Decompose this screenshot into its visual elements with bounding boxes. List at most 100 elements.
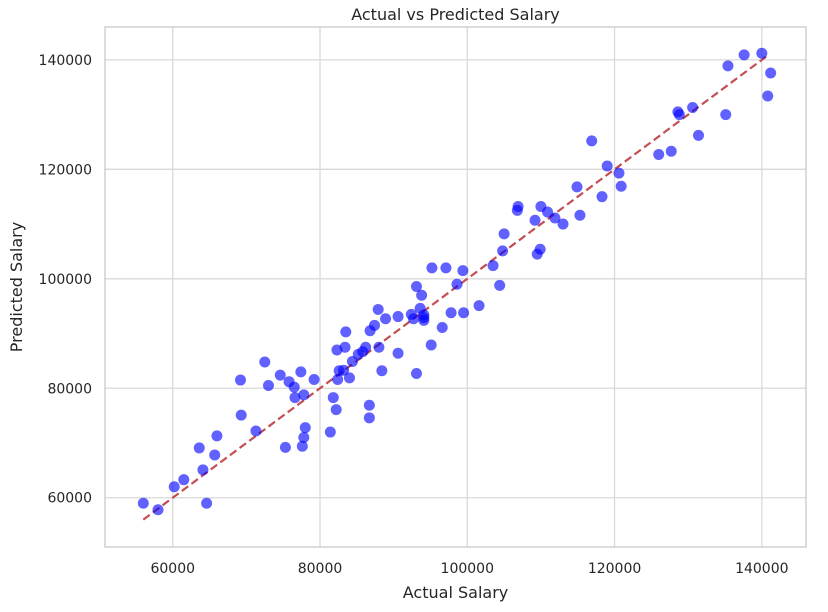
data-point (193, 442, 205, 454)
data-point (418, 312, 430, 324)
data-point (410, 367, 422, 379)
data-point (762, 90, 774, 102)
data-point (436, 322, 448, 334)
data-point (373, 341, 385, 353)
data-point (497, 245, 509, 257)
data-point (557, 218, 569, 230)
data-point (498, 228, 510, 240)
data-point (376, 365, 388, 377)
data-point (332, 374, 344, 386)
data-point (451, 278, 463, 290)
data-point (426, 262, 438, 274)
data-point (392, 347, 404, 359)
data-point (425, 339, 437, 351)
x-tick-label: 80000 (298, 561, 343, 577)
data-point (363, 399, 375, 411)
data-point (324, 426, 336, 438)
x-tick-label: 60000 (150, 561, 195, 577)
data-point (152, 504, 164, 516)
data-point (340, 326, 352, 338)
data-point (295, 366, 307, 378)
data-point (692, 129, 704, 141)
data-point (613, 167, 625, 179)
data-point (137, 497, 149, 509)
y-axis-title: Predicted Salary (7, 222, 26, 352)
data-point (410, 280, 422, 292)
data-point (298, 432, 310, 444)
data-point (209, 449, 221, 461)
data-point (338, 364, 350, 376)
data-point (457, 265, 469, 277)
data-point (440, 262, 452, 274)
data-point (211, 430, 223, 442)
data-point (765, 67, 777, 79)
data-point (392, 311, 404, 323)
y-tick-label: 60000 (47, 491, 92, 507)
data-points (137, 47, 777, 516)
data-point (234, 374, 246, 386)
data-point (574, 209, 586, 221)
data-point (408, 313, 420, 325)
data-point (201, 497, 213, 509)
data-point (738, 49, 750, 61)
data-point (445, 307, 457, 319)
data-point (289, 392, 301, 404)
data-point (178, 474, 190, 486)
x-tick-label: 100000 (441, 561, 494, 577)
x-axis-title: Actual Salary (403, 583, 508, 602)
x-tick-label: 140000 (735, 561, 788, 577)
data-point (534, 243, 546, 255)
data-point (494, 279, 506, 291)
data-point (722, 60, 734, 72)
data-point (653, 149, 665, 161)
data-point (720, 109, 732, 121)
x-tick-label: 120000 (588, 561, 641, 577)
data-point (372, 303, 384, 315)
data-point (339, 341, 351, 353)
y-tick-labels: 60000 80000 100000 120000 140000 (39, 53, 92, 507)
data-point (360, 341, 372, 353)
data-point (197, 464, 209, 476)
data-point (549, 212, 561, 224)
data-point (296, 440, 308, 452)
data-point (168, 481, 180, 493)
data-point (363, 412, 375, 424)
data-point (542, 206, 554, 218)
data-point (308, 374, 320, 386)
data-point (571, 181, 583, 193)
y-tick-label: 80000 (47, 381, 92, 397)
x-tick-labels: 60000 80000 100000 120000 140000 (150, 561, 788, 577)
data-point (512, 201, 524, 213)
data-point (259, 356, 271, 368)
data-point (458, 307, 470, 319)
chart-title: Actual vs Predicted Salary (351, 5, 560, 24)
data-point (601, 160, 613, 172)
data-point (298, 389, 310, 401)
data-point (529, 214, 541, 226)
data-point (288, 381, 300, 393)
data-point (327, 392, 339, 404)
data-point (274, 369, 286, 381)
data-point (586, 135, 598, 147)
y-tick-label: 120000 (39, 162, 92, 178)
y-tick-label: 100000 (39, 272, 92, 288)
data-point (687, 101, 699, 113)
data-point (235, 409, 247, 421)
data-point (299, 422, 311, 434)
data-point (615, 180, 627, 192)
data-point (330, 404, 342, 416)
y-tick-label: 140000 (39, 53, 92, 69)
data-point (596, 191, 608, 203)
data-point (279, 441, 291, 453)
data-point (380, 313, 392, 325)
data-point (756, 47, 768, 59)
plot-frame (104, 26, 807, 548)
grid (105, 27, 806, 547)
data-point (416, 289, 428, 301)
data-point (473, 300, 485, 312)
data-point (369, 319, 381, 331)
data-point (487, 260, 499, 272)
data-point (673, 109, 685, 121)
data-point (250, 425, 262, 437)
